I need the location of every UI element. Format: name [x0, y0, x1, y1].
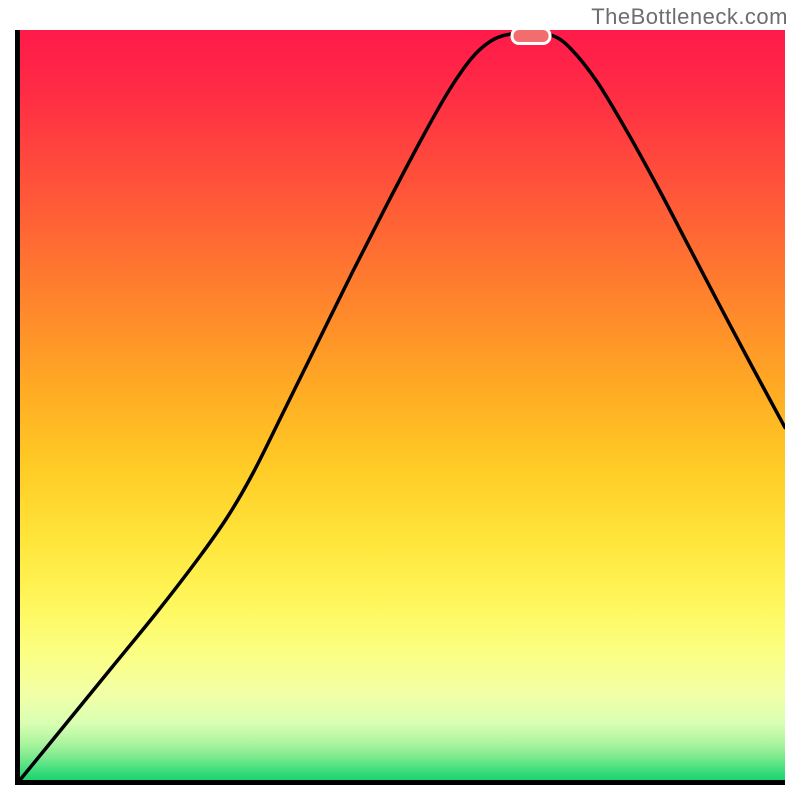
chart-svg — [15, 30, 785, 785]
chart-background — [20, 30, 785, 780]
optimal-point-marker — [512, 30, 550, 44]
bottleneck-curve-chart — [15, 30, 785, 785]
watermark-text: TheBottleneck.com — [591, 4, 788, 30]
